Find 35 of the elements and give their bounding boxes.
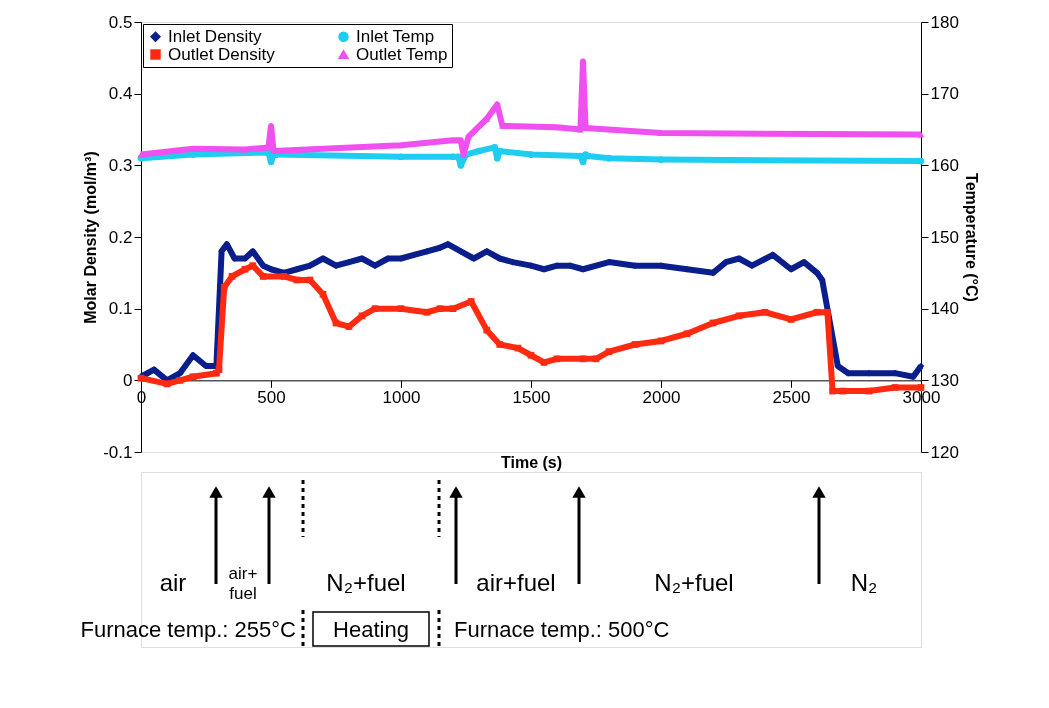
y2-tick-label: 150 bbox=[930, 227, 959, 247]
text: air bbox=[159, 569, 187, 596]
y-tick-label: 0.3 bbox=[108, 155, 133, 175]
y-axis-title: Molar Density (mol/m³) bbox=[82, 151, 100, 324]
x-tick-label: 2500 bbox=[772, 387, 811, 407]
y2-tick-label: 130 bbox=[930, 370, 959, 390]
text: Furnace temp.: 255°C bbox=[80, 617, 297, 642]
text: Heating bbox=[333, 617, 409, 642]
x-tick-label: 1500 bbox=[512, 387, 551, 407]
y2-tick-label: 140 bbox=[930, 299, 959, 319]
y-tick-label: -0.1 bbox=[103, 442, 133, 462]
y2-tick-label: 180 bbox=[930, 12, 959, 32]
y2-tick-label: 160 bbox=[930, 155, 959, 175]
legend-label: Inlet Density bbox=[168, 26, 263, 46]
legend-label: Inlet Temp bbox=[356, 26, 435, 46]
x-tick-label: 500 bbox=[257, 387, 286, 407]
y2-tick-label: 120 bbox=[930, 442, 959, 462]
y-tick-label: 0 bbox=[123, 370, 133, 390]
legend-label: Outlet Density bbox=[168, 44, 276, 64]
text: Furnace temp.: 500°C bbox=[454, 617, 670, 642]
text: N₂+fuel bbox=[654, 569, 734, 596]
text: air+ fuel bbox=[228, 564, 258, 603]
text: N₂ bbox=[850, 569, 878, 596]
text: air+fuel bbox=[476, 569, 556, 596]
y-tick-label: 0.5 bbox=[108, 12, 133, 32]
y-tick-label: 0.1 bbox=[108, 299, 133, 319]
y2-tick-label: 170 bbox=[930, 84, 959, 104]
y2-axis-title: Temperature (°C) bbox=[962, 173, 980, 302]
text: N₂+fuel bbox=[326, 569, 406, 596]
y-tick-label: 0.2 bbox=[108, 227, 133, 247]
x-axis-title: Time (s) bbox=[500, 453, 563, 471]
legend-label: Outlet Temp bbox=[356, 44, 448, 64]
y-tick-label: 0.4 bbox=[108, 84, 133, 104]
x-tick-label: 2000 bbox=[642, 387, 681, 407]
x-tick-label: 1000 bbox=[382, 387, 421, 407]
